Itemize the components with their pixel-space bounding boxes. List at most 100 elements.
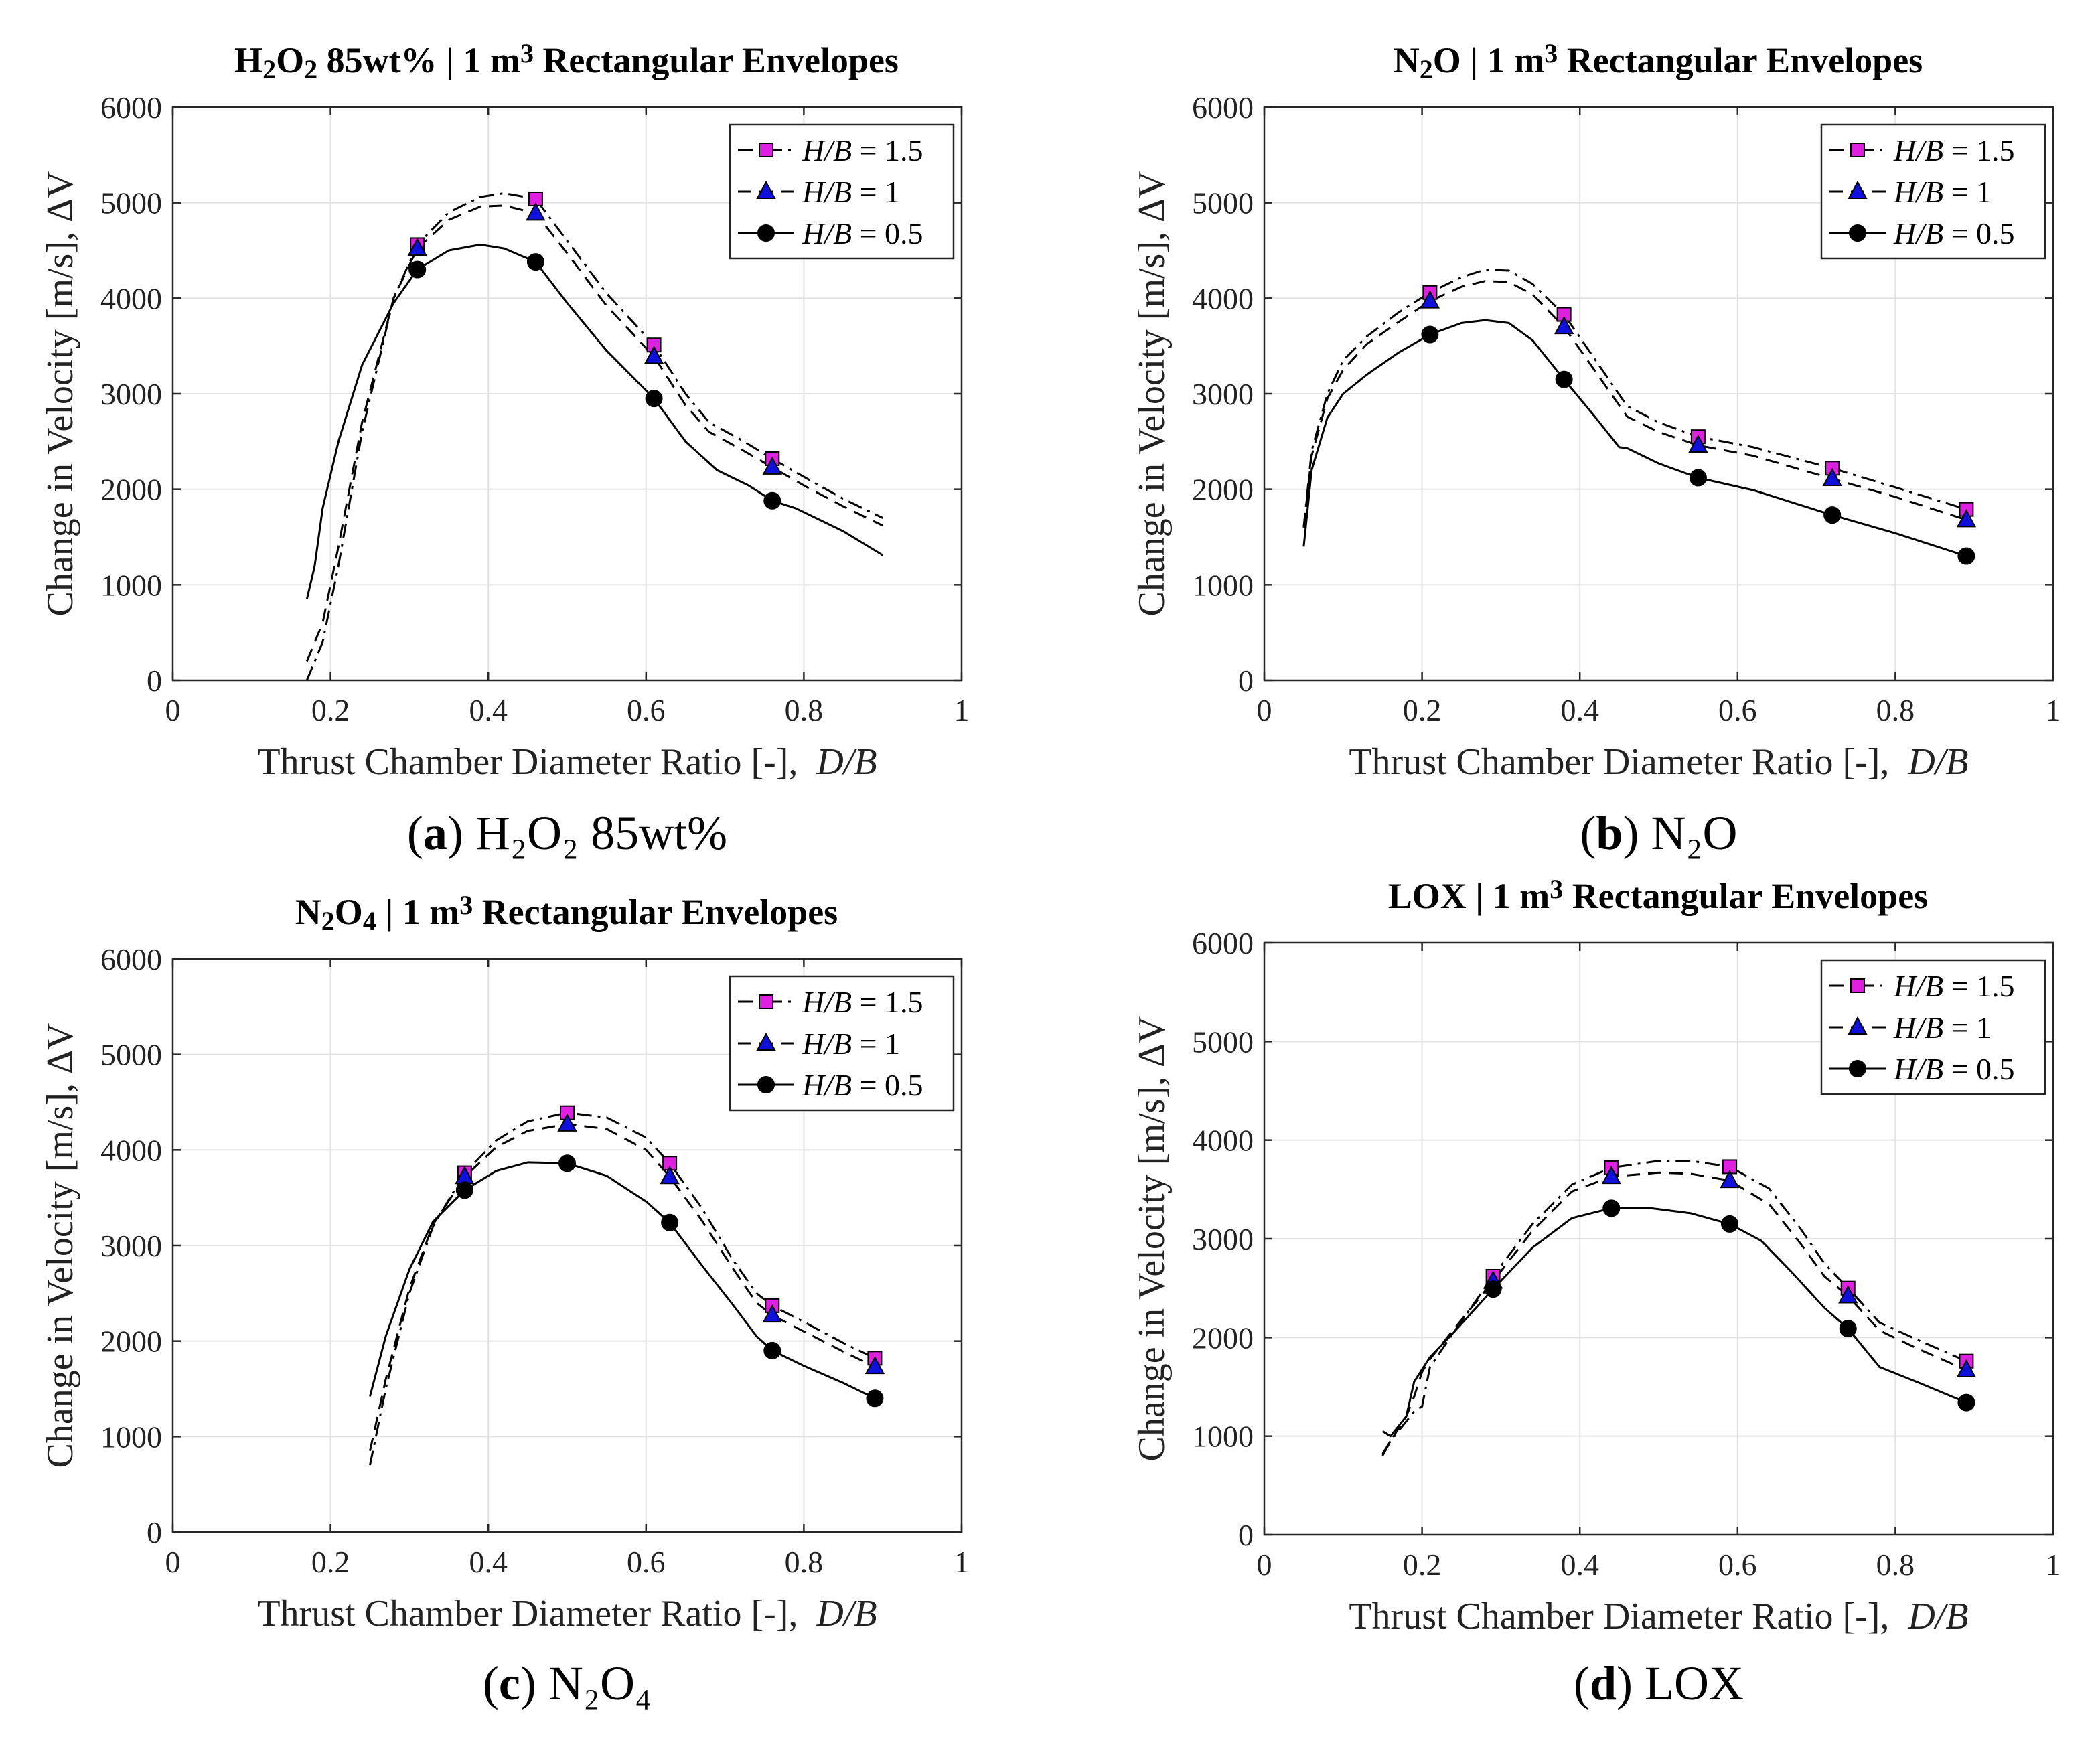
data-point-triangle	[1720, 1169, 1740, 1189]
data-point-circle	[455, 1181, 473, 1199]
x-tick-label: 1	[954, 693, 970, 727]
x-tick-label: 1	[954, 1545, 970, 1579]
x-tick-label: 0.8	[785, 1545, 824, 1579]
y-tick-label: 1000	[1192, 568, 1254, 602]
data-point-triangle	[407, 238, 427, 256]
legend: H/B = 1.5 H/B = 1 H/B = 0.5	[1820, 959, 2046, 1095]
series-line-3	[1302, 319, 1967, 557]
chart-panel-3: 0 0.2 0.4 0.6 0.8 1 0 1000 2000 3000 4000 5000 6000 N…	[40, 890, 970, 1710]
legend-label: H/B = 1	[802, 175, 900, 209]
legend-label: H/B = 1	[802, 1027, 900, 1061]
data-point-triangle	[644, 346, 664, 364]
x-tick-label: 0.4	[1560, 1547, 1599, 1582]
chart-title: N2O4 | 1 m3 Rectangular Envelopes	[295, 890, 838, 936]
y-tick-label: 5000	[100, 1038, 162, 1072]
y-tick-label: 5000	[100, 186, 162, 220]
y-tick-label: 6000	[1192, 926, 1254, 960]
legend-label: H/B = 0.5	[1893, 1052, 2015, 1086]
data-point-circle	[763, 491, 781, 510]
y-axis-label: Change in Velocity [m/s], ΔV	[1131, 171, 1173, 617]
x-axis-label: Thrust Chamber Diameter Ratio [-], D/B	[257, 1593, 877, 1635]
data-point-circle	[408, 260, 427, 279]
legend-marker-square	[1850, 978, 1865, 993]
data-point-circle	[1689, 469, 1707, 487]
series-line-1	[305, 192, 883, 681]
x-tick-label: 0.6	[1718, 693, 1757, 727]
y-tick-label: 3000	[100, 1229, 162, 1263]
data-point-triangle	[660, 1166, 680, 1185]
x-tick-label: 0	[165, 693, 181, 727]
y-tick-label: 1000	[1192, 1420, 1254, 1454]
y-tick-label: 1000	[100, 1420, 162, 1454]
y-tick-label: 3000	[100, 377, 162, 411]
x-tick-label: 0.4	[469, 1545, 508, 1579]
data-point-circle	[645, 390, 663, 408]
legend: H/B = 1.5 H/B = 1 H/B = 0.5	[1820, 123, 2046, 260]
data-point-circle	[661, 1213, 679, 1231]
y-tick-label: 4000	[100, 281, 162, 315]
legend-label: H/B = 1	[1893, 1010, 1992, 1045]
x-tick-label: 0.2	[311, 1545, 350, 1579]
y-tick-label: 5000	[1192, 1025, 1254, 1059]
data-point-circle	[1823, 506, 1842, 524]
y-tick-label: 1000	[100, 568, 162, 602]
data-point-circle	[1602, 1199, 1621, 1217]
data-point-circle	[1957, 547, 1975, 565]
y-tick-label: 6000	[1192, 90, 1254, 125]
data-point-triangle	[1956, 1359, 1977, 1377]
legend-marker-square	[759, 994, 773, 1009]
legend-marker-circle	[1849, 224, 1866, 242]
y-tick-label: 0	[147, 664, 162, 698]
data-point-circle	[1957, 1393, 1975, 1412]
y-tick-label: 4000	[100, 1133, 162, 1167]
chart-title: H2O2 85wt% | 1 m3 Rectangular Envelopes	[234, 38, 899, 84]
legend: H/B = 1.5 H/B = 1 H/B = 0.5	[729, 123, 955, 260]
y-tick-label: 4000	[1192, 281, 1254, 315]
x-tick-label: 0.6	[1718, 1547, 1757, 1582]
data-point-triangle	[557, 1113, 577, 1132]
data-point-triangle	[1838, 1285, 1858, 1304]
data-point-triangle	[1688, 434, 1708, 453]
legend-label: H/B = 1.5	[802, 133, 923, 167]
x-tick-label: 0.6	[627, 693, 666, 727]
legend-marker-circle	[1849, 1060, 1866, 1077]
legend-label: H/B = 1.5	[1893, 969, 2015, 1003]
y-tick-label: 2000	[100, 1324, 162, 1359]
series-line-2	[1302, 280, 1967, 528]
series-line-1	[369, 1112, 876, 1466]
panel-caption: (c) N₂O₄	[483, 1657, 652, 1710]
data-point-circle	[1484, 1280, 1502, 1298]
data-point-circle	[1555, 370, 1573, 388]
panel-caption: (d) LOX	[1574, 1657, 1744, 1710]
data-point-circle	[1721, 1215, 1739, 1233]
series-line-1	[1302, 269, 1967, 528]
legend-marker-square	[759, 143, 773, 157]
data-point-triangle	[1822, 467, 1842, 486]
chart-panel-1: 0 0.2 0.4 0.6 0.8 1 0 1000 2000 3000 4000 5000 6000 H…	[40, 38, 970, 860]
y-tick-label: 2000	[1192, 473, 1254, 507]
data-point-circle	[1839, 1320, 1857, 1338]
y-axis-label: Change in Velocity [m/s], ΔV	[40, 1023, 81, 1468]
chart-panel-4: 0 0.2 0.4 0.6 0.8 1 0 1000 2000 3000 4000 5000 6000 L…	[1131, 874, 2061, 1710]
data-point-triangle	[762, 456, 782, 475]
data-point-triangle	[1601, 1166, 1621, 1185]
y-tick-label: 0	[147, 1515, 162, 1549]
x-tick-label: 0.8	[1876, 693, 1915, 727]
legend-label: H/B = 0.5	[802, 216, 923, 250]
data-point-triangle	[865, 1356, 885, 1375]
y-tick-label: 4000	[1192, 1124, 1254, 1158]
data-point-triangle	[762, 1304, 782, 1323]
x-tick-label: 0.6	[627, 1545, 666, 1579]
x-tick-label: 0	[1257, 693, 1272, 727]
series-line-3	[369, 1161, 876, 1399]
legend-marker-triangle	[1848, 1016, 1868, 1035]
data-point-circle	[526, 253, 544, 271]
x-axis-label: Thrust Chamber Diameter Ratio [-], D/B	[1349, 1596, 1968, 1637]
y-tick-label: 3000	[1192, 1222, 1254, 1256]
y-tick-label: 2000	[1192, 1320, 1254, 1355]
data-point-triangle	[1420, 290, 1440, 309]
x-tick-label: 0	[1257, 1547, 1272, 1582]
data-point-circle	[866, 1389, 884, 1408]
y-tick-label: 2000	[100, 473, 162, 507]
